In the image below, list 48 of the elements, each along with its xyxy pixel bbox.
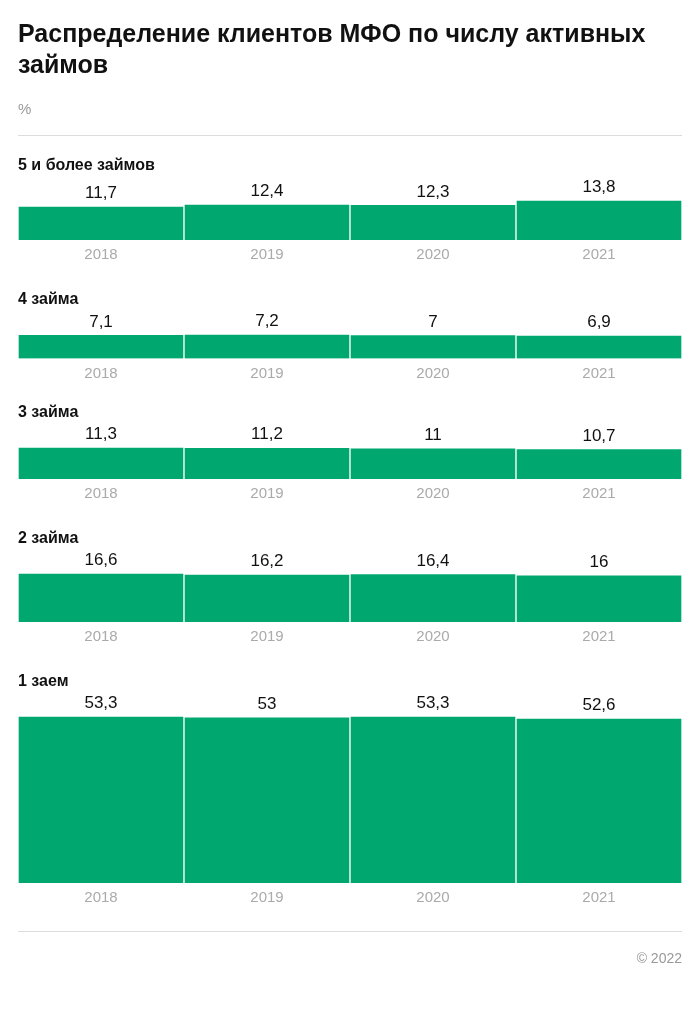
x-tick-label: 2019 <box>250 245 284 263</box>
data-label: 13,8 <box>582 177 616 197</box>
data-label: 53,3 <box>84 693 118 713</box>
x-tick-label: 2019 <box>250 484 284 502</box>
data-label: 53,3 <box>416 693 450 713</box>
data-label: 52,6 <box>582 695 616 715</box>
chart-title: 5 и более займов <box>18 156 156 174</box>
data-label: 6,9 <box>587 312 611 332</box>
text: © 2022 <box>636 950 682 966</box>
x-tick-label: 2020 <box>416 245 450 263</box>
x-tick-label: 2021 <box>582 245 616 263</box>
data-label: 16 <box>589 551 609 571</box>
data-label: 11,7 <box>85 183 117 203</box>
chart-title: 2 займа <box>18 529 80 547</box>
data-label: 7 <box>428 311 438 331</box>
x-tick-label: 2018 <box>84 484 118 502</box>
x-tick-label: 2021 <box>582 363 616 381</box>
data-label: 12,3 <box>416 181 450 201</box>
data-label: 7,2 <box>255 311 279 331</box>
data-label: 11,2 <box>251 424 283 444</box>
x-tick-label: 2018 <box>84 888 118 906</box>
x-tick-label: 2019 <box>250 363 284 381</box>
x-tick-label: 2018 <box>84 363 118 381</box>
data-label: 10,7 <box>582 425 616 445</box>
data-label: 11,3 <box>85 424 117 444</box>
data-label: 53 <box>257 694 277 714</box>
data-label: 16,6 <box>84 550 118 570</box>
x-tick-label: 2018 <box>84 627 118 645</box>
data-label: 7,1 <box>89 311 113 331</box>
x-tick-label: 2021 <box>582 484 616 502</box>
text: Распределение клиентов МФО по числу активных займов <box>18 18 647 80</box>
x-tick-label: 2018 <box>84 245 118 263</box>
x-tick-label: 2019 <box>250 888 284 906</box>
text: % <box>18 100 33 117</box>
data-label: 11 <box>424 425 442 445</box>
chart-title: 4 займа <box>18 290 80 308</box>
data-label: 16,2 <box>250 551 284 571</box>
x-tick-label: 2019 <box>250 627 284 645</box>
x-tick-label: 2021 <box>582 627 616 645</box>
x-tick-label: 2020 <box>416 363 450 381</box>
x-tick-label: 2020 <box>416 484 450 502</box>
x-tick-label: 2020 <box>416 888 450 906</box>
x-tick-label: 2020 <box>416 627 450 645</box>
data-label: 16,4 <box>416 550 450 570</box>
chart-title: 3 займа <box>18 403 80 421</box>
chart-title: 1 заем <box>18 672 70 690</box>
data-label: 12,4 <box>250 181 284 201</box>
x-tick-label: 2021 <box>582 888 616 906</box>
